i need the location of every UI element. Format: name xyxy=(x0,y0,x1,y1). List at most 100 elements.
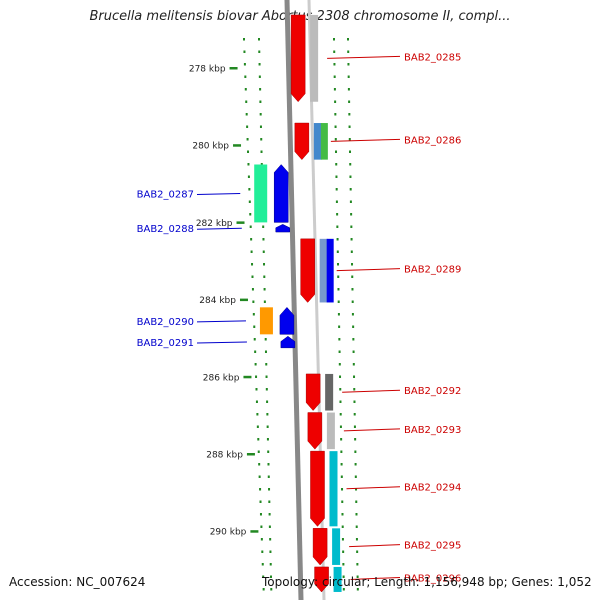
tick-dot xyxy=(333,88,336,91)
tick-dot xyxy=(355,525,358,528)
tick-dot xyxy=(356,563,359,566)
scale-tick-label: 284 kbp xyxy=(199,296,236,306)
tick-dot xyxy=(265,388,268,391)
tick-dot xyxy=(334,100,337,103)
tick-dot xyxy=(246,138,249,141)
forward-gene-bab2_0292 xyxy=(305,373,334,411)
tick-dot xyxy=(356,588,359,591)
gene-feature-bar xyxy=(310,14,319,102)
tick-dot xyxy=(347,88,350,91)
tick-dot xyxy=(348,125,351,128)
tick-dot xyxy=(347,38,349,41)
gene-label: BAB2_0289 xyxy=(404,265,461,276)
tick-dot xyxy=(264,338,267,341)
tick-dot xyxy=(260,538,263,541)
gene-arrow xyxy=(310,450,325,527)
tick-dot xyxy=(259,513,262,516)
tick-dot xyxy=(270,588,273,591)
gene-arrow xyxy=(290,14,306,103)
tick-dot xyxy=(339,425,342,428)
tick-dot xyxy=(269,575,272,578)
scale-ticks: 278 kbp 280 kbp 282 kbp 284 kbp 286 kbp 288 k… xyxy=(189,65,259,538)
gene-label: BAB2_0291 xyxy=(137,338,194,349)
tick-dot xyxy=(261,550,264,553)
tick-dot xyxy=(338,350,341,353)
tick-dot xyxy=(349,200,352,203)
tick-dot xyxy=(260,150,263,153)
tick-dot xyxy=(353,413,356,416)
tick-dot xyxy=(335,175,338,178)
tick-dot xyxy=(265,375,268,378)
tick-dot xyxy=(342,563,345,566)
tick-dot xyxy=(266,413,269,416)
tick-dot xyxy=(259,113,262,116)
tick-dot xyxy=(341,525,344,528)
tick-dot xyxy=(268,488,271,491)
tick-dot xyxy=(353,400,356,403)
tick-dot xyxy=(259,488,262,491)
gene-label: BAB2_0293 xyxy=(404,425,461,436)
tick-dot xyxy=(255,375,258,378)
tick-dot xyxy=(334,113,337,116)
gene-arrow xyxy=(273,164,289,223)
tick-dot xyxy=(335,150,338,153)
gene-arrow xyxy=(314,566,329,593)
tick-dot xyxy=(340,438,343,441)
tick-dot xyxy=(350,238,353,241)
tick-dot xyxy=(339,413,342,416)
tick-dot xyxy=(336,250,339,253)
tick-dot xyxy=(262,588,265,591)
tick-dot xyxy=(355,488,358,491)
tick-dot xyxy=(245,100,248,103)
tick-dot xyxy=(258,475,261,478)
tick-dot xyxy=(256,425,259,428)
tick-dot xyxy=(337,275,340,278)
tick-dot xyxy=(336,238,339,241)
scale-tick-mark xyxy=(236,221,245,224)
tick-dot xyxy=(258,463,261,466)
forward-gene-bab2_0293 xyxy=(307,412,335,450)
tick-dot xyxy=(350,250,353,253)
reverse-gene-bab2_0288 xyxy=(275,224,291,233)
tick-dot xyxy=(268,525,271,528)
tick-dot xyxy=(354,438,357,441)
tick-dot xyxy=(253,325,256,328)
tick-dot xyxy=(258,50,261,53)
tick-dot xyxy=(333,63,336,66)
tick-dot xyxy=(258,75,261,78)
scale-tick-mark xyxy=(229,67,238,70)
tick-dot xyxy=(246,125,249,128)
gene-arrow xyxy=(294,122,310,161)
tick-dot xyxy=(267,463,270,466)
tick-dot xyxy=(337,263,340,266)
tick-dot xyxy=(337,313,340,316)
tick-dot xyxy=(340,463,343,466)
tick-dot xyxy=(352,338,355,341)
tick-dot xyxy=(338,325,341,328)
tick-dot xyxy=(260,138,263,141)
scale-tick-label: 278 kbp xyxy=(189,65,226,75)
gene-label-connector xyxy=(330,138,401,142)
tick-dot xyxy=(333,50,336,53)
tick-dot xyxy=(353,388,356,391)
tick-dot xyxy=(249,213,252,216)
tick-dot xyxy=(351,263,354,266)
gene-arrow xyxy=(307,412,323,450)
gene-feature-bar xyxy=(326,238,334,303)
gene-label-connector xyxy=(196,341,247,344)
tick-dot xyxy=(351,313,354,316)
tick-dot xyxy=(257,438,260,441)
tick-dot xyxy=(263,288,266,291)
tick-dot xyxy=(269,538,272,541)
gene-label: BAB2_0295 xyxy=(404,541,461,552)
scale-tick-label: 290 kbp xyxy=(210,528,247,538)
tick-dot xyxy=(339,400,342,403)
tick-dot xyxy=(262,238,265,241)
forward-gene-bab2_0289 xyxy=(300,238,334,303)
gene-arrow xyxy=(312,528,328,566)
scale-tick-mark xyxy=(250,530,259,533)
tick-dot xyxy=(245,113,248,116)
tick-dot xyxy=(247,163,250,166)
gene-feature-bar xyxy=(259,307,273,335)
tick-dot xyxy=(351,300,354,303)
